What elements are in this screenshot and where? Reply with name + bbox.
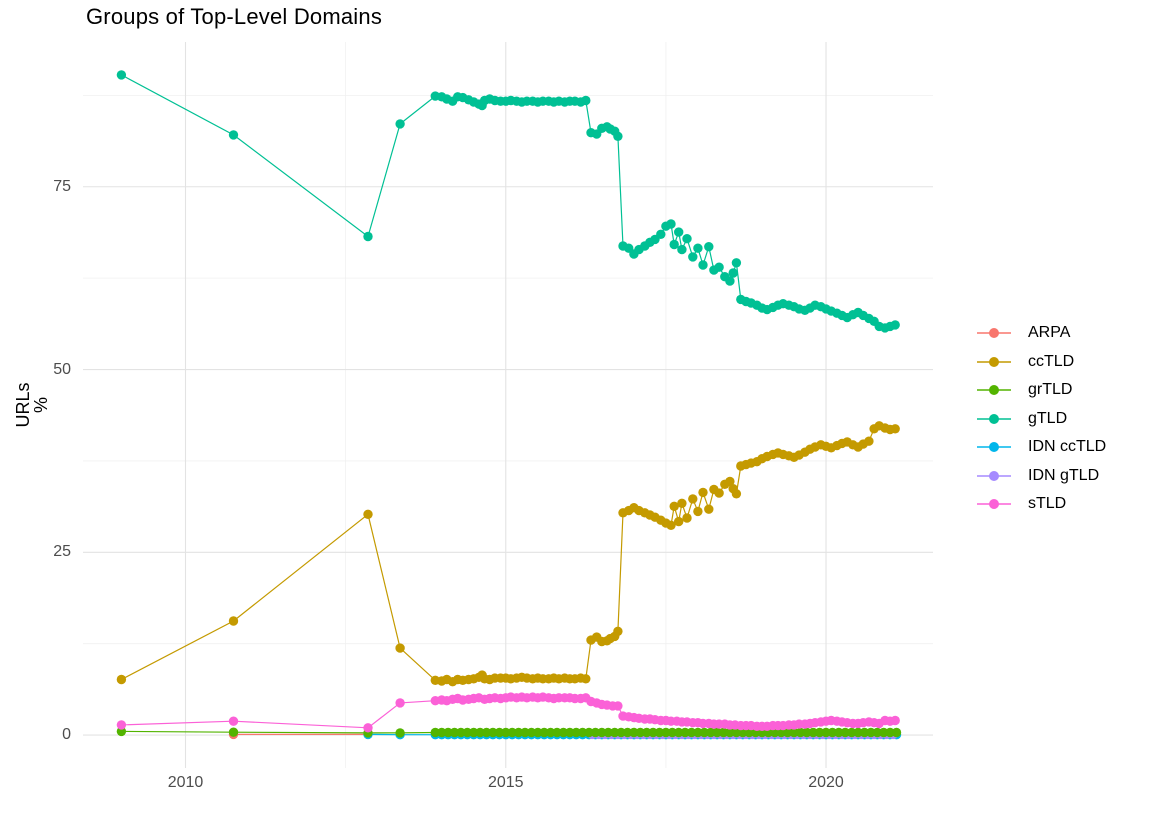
y-tick-label: 50	[53, 360, 71, 378]
data-point-grTLD	[488, 727, 498, 738]
legend-key-icon	[977, 470, 1011, 481]
data-point-ccTLD	[581, 674, 591, 684]
legend-item-IDN-ccTLD: IDN ccTLD	[976, 433, 1106, 462]
data-point-ccTLD	[864, 436, 874, 446]
data-point-gTLD	[693, 243, 703, 253]
data-point-ccTLD	[693, 506, 703, 517]
y-tick-label: 75	[53, 177, 71, 195]
data-point-grTLD	[395, 728, 405, 738]
data-point-gTLD	[704, 242, 714, 252]
legend-key-icon	[977, 328, 1011, 339]
legend-label: IDN gTLD	[1028, 466, 1100, 484]
data-point-ccTLD	[890, 424, 900, 434]
data-point-grTLD	[840, 727, 850, 738]
data-point-gTLD	[714, 262, 724, 272]
legend-item-IDN-gTLD: IDN gTLD	[976, 462, 1106, 491]
data-point-gTLD	[688, 252, 698, 262]
data-point-gTLD	[674, 227, 684, 237]
legend-key-icon	[977, 413, 1011, 424]
legend-label: sTLD	[1028, 495, 1067, 513]
data-point-gTLD	[669, 239, 679, 250]
legend-key-icon	[977, 356, 1011, 367]
data-point-ccTLD	[677, 498, 687, 508]
data-point-gTLD	[725, 276, 735, 286]
data-point-gTLD	[890, 320, 900, 330]
data-point-gTLD	[728, 268, 738, 278]
data-point-ccTLD	[669, 501, 679, 511]
legend-label: IDN ccTLD	[1028, 438, 1107, 456]
data-point-gTLD	[395, 119, 405, 129]
data-point-grTLD	[116, 726, 127, 737]
data-point-sTLD	[116, 720, 127, 730]
data-point-sTLD	[395, 698, 405, 708]
legend-label: ARPA	[1028, 324, 1071, 342]
legend-item-sTLD: sTLD	[976, 490, 1106, 519]
data-point-ccTLD	[682, 513, 692, 523]
legend-key-icon	[977, 442, 1011, 453]
legend-label: gTLD	[1028, 409, 1068, 427]
data-point-gTLD	[677, 244, 687, 255]
legend-item-grTLD: grTLD	[976, 376, 1106, 405]
legend-item-ccTLD: ccTLD	[976, 348, 1106, 377]
x-tick-label: 2020	[808, 774, 844, 791]
data-point-gTLD	[656, 229, 666, 239]
legend-label: grTLD	[1028, 381, 1073, 399]
data-point-ccTLD	[613, 626, 623, 636]
data-point-gTLD	[698, 260, 708, 270]
y-tick-label: 0	[62, 726, 71, 744]
data-point-ccTLD	[725, 476, 735, 487]
data-point-sTLD	[363, 723, 373, 733]
legend-item-ARPA: ARPA	[976, 319, 1106, 348]
data-point-grTLD	[228, 727, 239, 737]
data-point-gTLD	[613, 131, 623, 141]
data-point-ccTLD	[228, 616, 239, 626]
data-point-sTLD	[890, 715, 900, 726]
series-line-gTLD	[121, 74, 896, 329]
legend-key-icon	[977, 499, 1011, 510]
legend-key-icon	[977, 385, 1011, 396]
data-point-ccTLD	[674, 516, 684, 527]
legend-label: ccTLD	[1028, 352, 1075, 370]
data-point-ccTLD	[698, 487, 708, 498]
data-point-ccTLD	[666, 520, 676, 530]
data-point-grTLD	[603, 727, 613, 738]
data-point-gTLD	[116, 70, 127, 80]
y-tick-label: 25	[53, 543, 71, 561]
data-point-ccTLD	[704, 504, 714, 514]
data-point-gTLD	[731, 258, 742, 268]
data-point-gTLD	[666, 219, 676, 229]
legend-item-gTLD: gTLD	[976, 405, 1106, 434]
legend: ARPA ccTLD grTLD gTLD IDN ccTLD IDN gTLD sTLD	[976, 319, 1106, 519]
data-point-ccTLD	[688, 494, 698, 504]
data-point-ccTLD	[363, 509, 373, 519]
data-point-grTLD	[891, 727, 902, 738]
data-point-gTLD	[228, 130, 239, 140]
data-point-grTLD	[725, 727, 735, 738]
x-tick-label: 2010	[167, 774, 204, 791]
chart-title: Groups of Top-Level Domains	[86, 4, 383, 29]
data-point-gTLD	[581, 95, 591, 106]
data-point-gTLD	[363, 231, 373, 242]
data-point-ccTLD	[714, 488, 724, 498]
data-point-sTLD	[228, 716, 239, 726]
data-point-sTLD	[613, 701, 623, 711]
data-point-ccTLD	[731, 489, 742, 499]
data-point-ccTLD	[116, 674, 127, 685]
x-tick-label: 2015	[487, 774, 524, 791]
data-point-ccTLD	[395, 643, 405, 653]
data-point-gTLD	[682, 234, 692, 244]
